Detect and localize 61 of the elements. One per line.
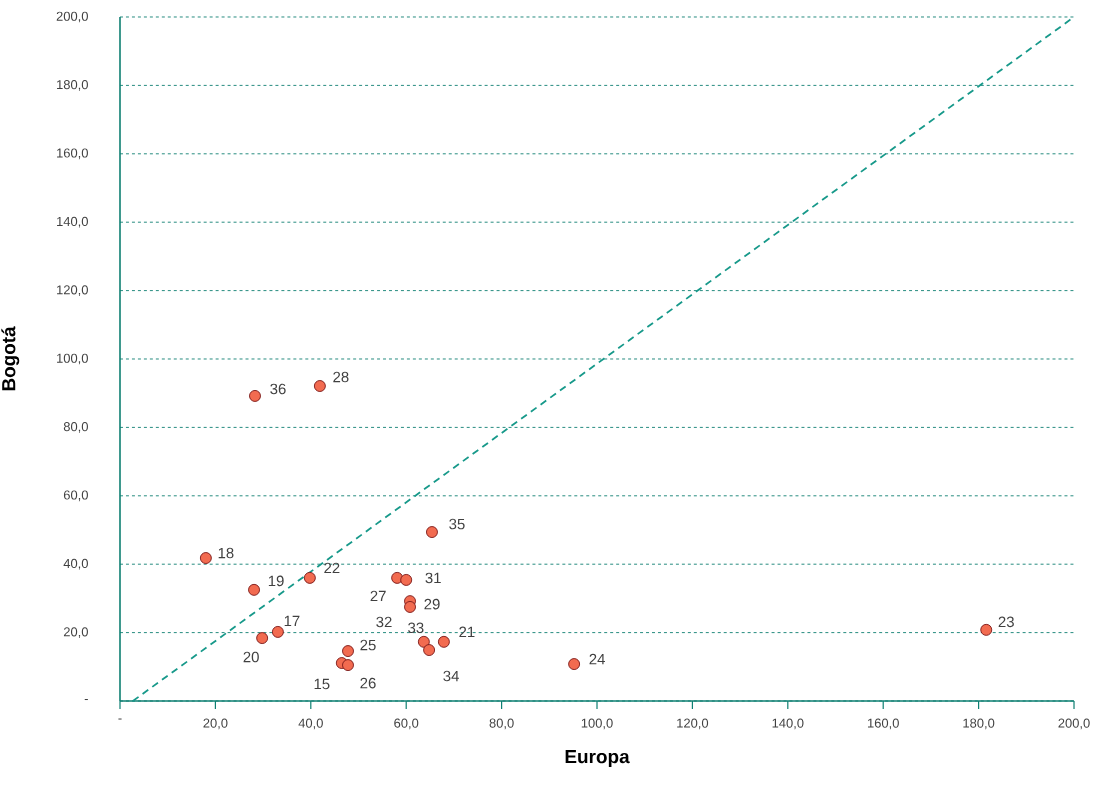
x-tick-label: 140,0 bbox=[772, 718, 804, 730]
annotation: 20 bbox=[243, 651, 259, 663]
point bbox=[980, 623, 993, 636]
x-tick-label: 100,0 bbox=[581, 718, 613, 730]
point bbox=[271, 625, 284, 638]
point bbox=[404, 601, 416, 613]
annotation: 21 bbox=[459, 626, 475, 638]
point bbox=[313, 380, 326, 392]
point bbox=[248, 583, 260, 596]
point bbox=[423, 644, 436, 656]
annotation: 32 bbox=[376, 616, 392, 628]
point bbox=[303, 571, 316, 584]
x-tick-label: 20,0 bbox=[203, 718, 228, 730]
x-tick-label: - bbox=[118, 718, 122, 720]
x-tick-label: 80,0 bbox=[489, 718, 514, 730]
point bbox=[342, 645, 354, 658]
annotation: 19 bbox=[268, 575, 284, 587]
point bbox=[568, 658, 581, 671]
y-tick-label: 60,0 bbox=[63, 490, 88, 502]
y-tick-label: 20,0 bbox=[63, 627, 88, 638]
point bbox=[199, 552, 212, 564]
x-tick-label: 60,0 bbox=[394, 718, 419, 730]
y-tick-label: 180,0 bbox=[57, 80, 88, 91]
annotation: 22 bbox=[324, 562, 340, 574]
x-tick-label: 120,0 bbox=[677, 718, 709, 730]
y-tick-label: 160,0 bbox=[57, 148, 88, 160]
annotation: 15 bbox=[314, 678, 330, 690]
annotation: 27 bbox=[370, 590, 386, 602]
annotation: 33 bbox=[408, 622, 424, 634]
point bbox=[426, 526, 438, 538]
annotation: 36 bbox=[270, 383, 286, 395]
y-tick-label: 100,0 bbox=[57, 353, 88, 365]
annotation: 35 bbox=[449, 518, 465, 530]
annotation: 26 bbox=[360, 677, 376, 689]
annotation: 28 bbox=[333, 371, 349, 383]
y-tick-label: 120,0 bbox=[57, 285, 88, 296]
x-tick-label: 40,0 bbox=[298, 718, 323, 730]
annotation: 23 bbox=[998, 616, 1014, 628]
point bbox=[342, 659, 354, 672]
y-tick-label: 140,0 bbox=[57, 216, 88, 228]
point bbox=[437, 635, 450, 648]
annotation: 24 bbox=[589, 653, 605, 665]
point bbox=[249, 389, 261, 402]
annotation: 34 bbox=[443, 670, 459, 682]
annotation: 18 bbox=[218, 547, 234, 559]
x-tick-label: 160,0 bbox=[867, 718, 899, 730]
y-tick-label: 80,0 bbox=[63, 422, 88, 433]
annotation: 17 bbox=[284, 615, 300, 627]
annotation: 31 bbox=[425, 572, 441, 584]
y-axis-title: Bogotá bbox=[1, 326, 20, 391]
x-axis-title: Europa bbox=[565, 750, 630, 768]
point bbox=[256, 632, 269, 645]
y-tick-label: - bbox=[84, 699, 88, 701]
y-tick-label: 40,0 bbox=[63, 558, 88, 570]
y-tick-label: 200,0 bbox=[56, 11, 88, 23]
point bbox=[400, 573, 413, 586]
x-tick-label: 200,0 bbox=[1058, 718, 1090, 730]
annotation: 29 bbox=[424, 598, 440, 610]
x-tick-label: 180,0 bbox=[963, 718, 995, 730]
annotation: 25 bbox=[360, 639, 376, 651]
point bbox=[417, 635, 430, 648]
